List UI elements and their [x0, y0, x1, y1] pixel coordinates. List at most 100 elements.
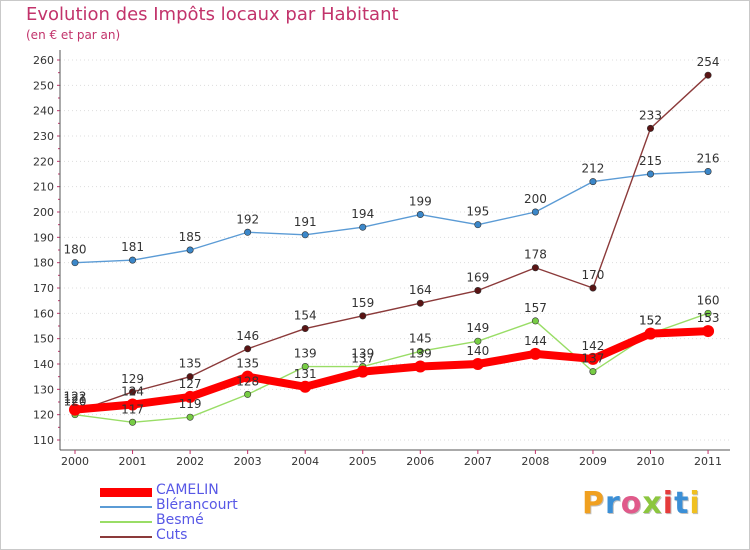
- data-point-cuts: [589, 284, 597, 292]
- y-tick-label: 250: [33, 79, 54, 92]
- data-point-blerancourt: [244, 228, 252, 236]
- data-point-besme: [704, 309, 712, 317]
- y-tick-label: 210: [33, 181, 54, 194]
- data-label-camelin: 142: [581, 339, 604, 353]
- data-point-camelin: [414, 360, 427, 373]
- y-tick-label: 170: [33, 282, 54, 295]
- y-tick-label: 180: [33, 257, 54, 270]
- data-point-blerancourt: [186, 246, 194, 254]
- data-label-camelin: 124: [121, 385, 144, 399]
- logo-letter: t: [674, 486, 690, 521]
- data-label-cuts: 159: [351, 296, 374, 310]
- data-label-camelin: 144: [524, 334, 547, 348]
- data-point-blerancourt: [474, 221, 482, 229]
- data-point-camelin: [69, 403, 81, 416]
- series-line-besme: [74, 312, 709, 423]
- legend: CAMELIN Blérancourt Besmé Cuts: [100, 482, 360, 544]
- data-point-besme: [301, 363, 309, 371]
- data-point-camelin: [184, 390, 197, 403]
- data-label-blerancourt: 194: [351, 207, 374, 221]
- legend-swatch-camelin: [100, 488, 152, 497]
- data-label-cuts: 129: [121, 372, 144, 386]
- data-point-besme: [186, 413, 194, 421]
- x-tick-label: 2001: [119, 455, 147, 468]
- legend-item-blerancourt: Blérancourt: [100, 497, 360, 514]
- data-label-camelin: 131: [294, 367, 317, 381]
- data-label-cuts: 169: [466, 271, 489, 285]
- data-point-blerancourt: [416, 211, 424, 219]
- legend-item-cuts: Cuts: [100, 527, 360, 544]
- series-line-cuts: [74, 74, 709, 413]
- data-label-cuts: 233: [639, 108, 662, 122]
- data-label-camelin: 135: [236, 357, 259, 371]
- data-label-cuts: 121: [64, 392, 87, 406]
- logo-letter: x: [642, 486, 663, 521]
- data-point-cuts: [704, 71, 712, 79]
- data-point-besme: [531, 317, 539, 325]
- data-label-besme: 119: [179, 397, 202, 411]
- legend-swatch-besme: [100, 521, 152, 523]
- data-label-blerancourt: 191: [294, 215, 317, 229]
- data-label-blerancourt: 181: [121, 240, 144, 254]
- data-point-besme: [244, 390, 252, 398]
- data-label-blerancourt: 215: [639, 154, 662, 168]
- data-point-camelin: [299, 380, 312, 393]
- data-label-besme: 149: [466, 321, 489, 335]
- legend-swatch-blerancourt: [100, 506, 152, 508]
- data-point-blerancourt: [301, 231, 309, 239]
- data-label-cuts: 178: [524, 248, 547, 262]
- data-label-besme: 120: [64, 395, 87, 409]
- legend-label-blerancourt: Blérancourt: [156, 497, 238, 513]
- data-point-blerancourt: [589, 178, 597, 186]
- chart-subtitle: (en € et par an): [26, 28, 121, 42]
- logo-letter: o: [620, 486, 643, 521]
- data-label-camelin: 137: [351, 352, 374, 366]
- data-point-besme: [129, 418, 137, 426]
- data-label-camelin: 152: [639, 314, 662, 328]
- data-point-besme: [589, 368, 597, 376]
- proxiti-logo: Proxiti: [582, 486, 701, 521]
- data-label-besme: 139: [351, 347, 374, 361]
- data-point-cuts: [129, 388, 137, 396]
- data-label-camelin: 127: [179, 377, 202, 391]
- data-label-cuts: 164: [409, 283, 432, 297]
- x-tick-label: 2005: [349, 455, 377, 468]
- x-tick-label: 2004: [291, 455, 319, 468]
- data-label-cuts: 135: [179, 357, 202, 371]
- data-label-blerancourt: 212: [581, 162, 604, 176]
- x-tick-label: 2008: [521, 455, 549, 468]
- x-tick-label: 2006: [406, 455, 434, 468]
- data-label-blerancourt: 216: [697, 151, 720, 165]
- data-point-cuts: [186, 373, 194, 381]
- legend-swatch-cuts: [100, 536, 152, 538]
- chart-title: Evolution des Impôts locaux par Habitant: [26, 4, 399, 25]
- data-label-cuts: 146: [236, 329, 259, 343]
- data-label-cuts: 170: [581, 268, 604, 282]
- series-line-blerancourt: [74, 170, 709, 264]
- logo-letter: P: [582, 486, 605, 521]
- data-label-besme: 157: [524, 301, 547, 315]
- data-point-cuts: [301, 325, 309, 333]
- data-label-besme: 137: [581, 352, 604, 366]
- y-tick-label: 120: [33, 409, 54, 422]
- y-tick-label: 110: [33, 434, 54, 447]
- data-label-blerancourt: 200: [524, 192, 547, 206]
- data-point-cuts: [474, 287, 482, 295]
- data-point-camelin: [529, 347, 542, 360]
- legend-item-camelin: CAMELIN: [100, 482, 360, 499]
- data-label-besme: 128: [236, 374, 259, 388]
- data-label-camelin: 140: [466, 344, 489, 358]
- logo-letter: i: [662, 486, 675, 521]
- data-label-cuts: 254: [697, 55, 720, 69]
- series-line-camelin: [71, 327, 713, 414]
- data-point-blerancourt: [129, 256, 137, 264]
- data-label-blerancourt: 180: [64, 243, 87, 257]
- data-point-cuts: [244, 345, 252, 353]
- x-tick-label: 2003: [234, 455, 262, 468]
- data-point-camelin: [644, 327, 657, 340]
- data-point-besme: [416, 347, 424, 355]
- data-point-camelin: [356, 365, 369, 378]
- legend-item-besme: Besmé: [100, 512, 360, 529]
- data-point-blerancourt: [704, 167, 712, 175]
